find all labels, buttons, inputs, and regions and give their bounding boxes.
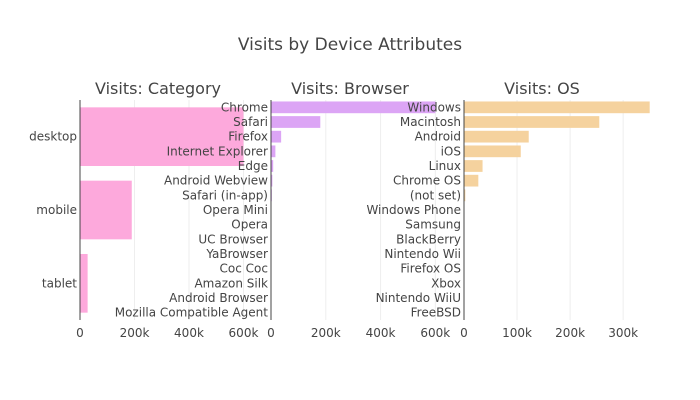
x-tick-label: 200k <box>311 326 341 340</box>
category-label: Internet Explorer <box>167 144 268 158</box>
bar[interactable] <box>464 174 479 187</box>
category-label: desktop <box>29 130 77 144</box>
x-tick-label: 400k <box>366 326 396 340</box>
x-tick-label: 100k <box>502 326 532 340</box>
bar[interactable] <box>271 174 273 187</box>
chart-title: Visits by Device Attributes <box>238 35 462 55</box>
category-label: Xbox <box>431 276 461 290</box>
category-label: mobile <box>36 203 77 217</box>
category-label: iOS <box>441 144 461 158</box>
category-label: BlackBerry <box>396 232 461 246</box>
category-label: Safari (in-app) <box>182 188 268 202</box>
category-label: Nintendo WiiU <box>376 291 461 305</box>
category-label: Android Browser <box>169 291 268 305</box>
chart-panel: Visits: OS 0 100k 200k 300k WindowsMacintoshA… <box>366 79 650 340</box>
category-label: (not set) <box>410 188 461 202</box>
panel-subtitle: Visits: Category <box>95 79 221 98</box>
bar[interactable] <box>271 145 276 158</box>
bar[interactable] <box>464 116 600 128</box>
category-label: UC Browser <box>198 232 268 246</box>
category-label: Windows <box>407 100 461 114</box>
bar[interactable] <box>80 180 132 240</box>
bar[interactable] <box>271 130 282 143</box>
x-tick-label: 0 <box>267 326 275 340</box>
x-tick-label: 200k <box>120 326 150 340</box>
category-label: Chrome <box>221 100 268 114</box>
category-label: tablet <box>42 276 77 290</box>
category-label: Safari <box>233 115 268 129</box>
bar[interactable] <box>271 116 321 128</box>
bar[interactable] <box>464 189 466 202</box>
category-label: Android Webview <box>164 174 268 188</box>
x-tick-label: 300k <box>608 326 638 340</box>
x-tick-label: 200k <box>555 326 585 340</box>
category-label: Firefox OS <box>400 262 461 276</box>
bar[interactable] <box>464 130 529 143</box>
x-tick-label: 0 <box>76 326 84 340</box>
x-tick-label: 400k <box>174 326 204 340</box>
category-label: Amazon Silk <box>194 276 268 290</box>
category-label: Coc Coc <box>220 262 268 276</box>
category-label: Linux <box>429 159 461 173</box>
bar[interactable] <box>271 101 436 114</box>
category-label: Samsung <box>405 218 461 232</box>
category-label: Opera <box>231 218 268 232</box>
x-tick-label: 0 <box>460 326 468 340</box>
x-tick-label: 600k <box>229 326 259 340</box>
panel-subtitle: Visits: Browser <box>291 79 409 98</box>
category-label: Mozilla Compatible Agent <box>115 306 269 320</box>
category-label: Firefox <box>228 130 268 144</box>
bar[interactable] <box>464 101 650 114</box>
panel-subtitle: Visits: OS <box>504 79 580 98</box>
bar[interactable] <box>464 145 521 158</box>
category-label: Opera Mini <box>203 203 268 217</box>
x-tick-label: 600k <box>420 326 450 340</box>
category-label: Nintendo Wii <box>384 247 461 261</box>
category-label: Android <box>415 130 461 144</box>
bar[interactable] <box>464 160 483 172</box>
category-label: Chrome OS <box>393 174 461 188</box>
bar[interactable] <box>80 107 244 166</box>
category-label: FreeBSD <box>411 306 461 320</box>
chart-panels: Visits: Category 0 200k 400k 600k desktop mobi… <box>29 79 650 340</box>
category-label: YaBrowser <box>205 247 268 261</box>
category-label: Macintosh <box>400 115 461 129</box>
chart-panel: Visits: Category 0 200k 400k 600k desktop mobi… <box>29 79 258 340</box>
category-label: Edge <box>238 159 268 173</box>
bar[interactable] <box>271 160 274 172</box>
category-label: Windows Phone <box>366 203 461 217</box>
bar[interactable] <box>80 254 88 313</box>
